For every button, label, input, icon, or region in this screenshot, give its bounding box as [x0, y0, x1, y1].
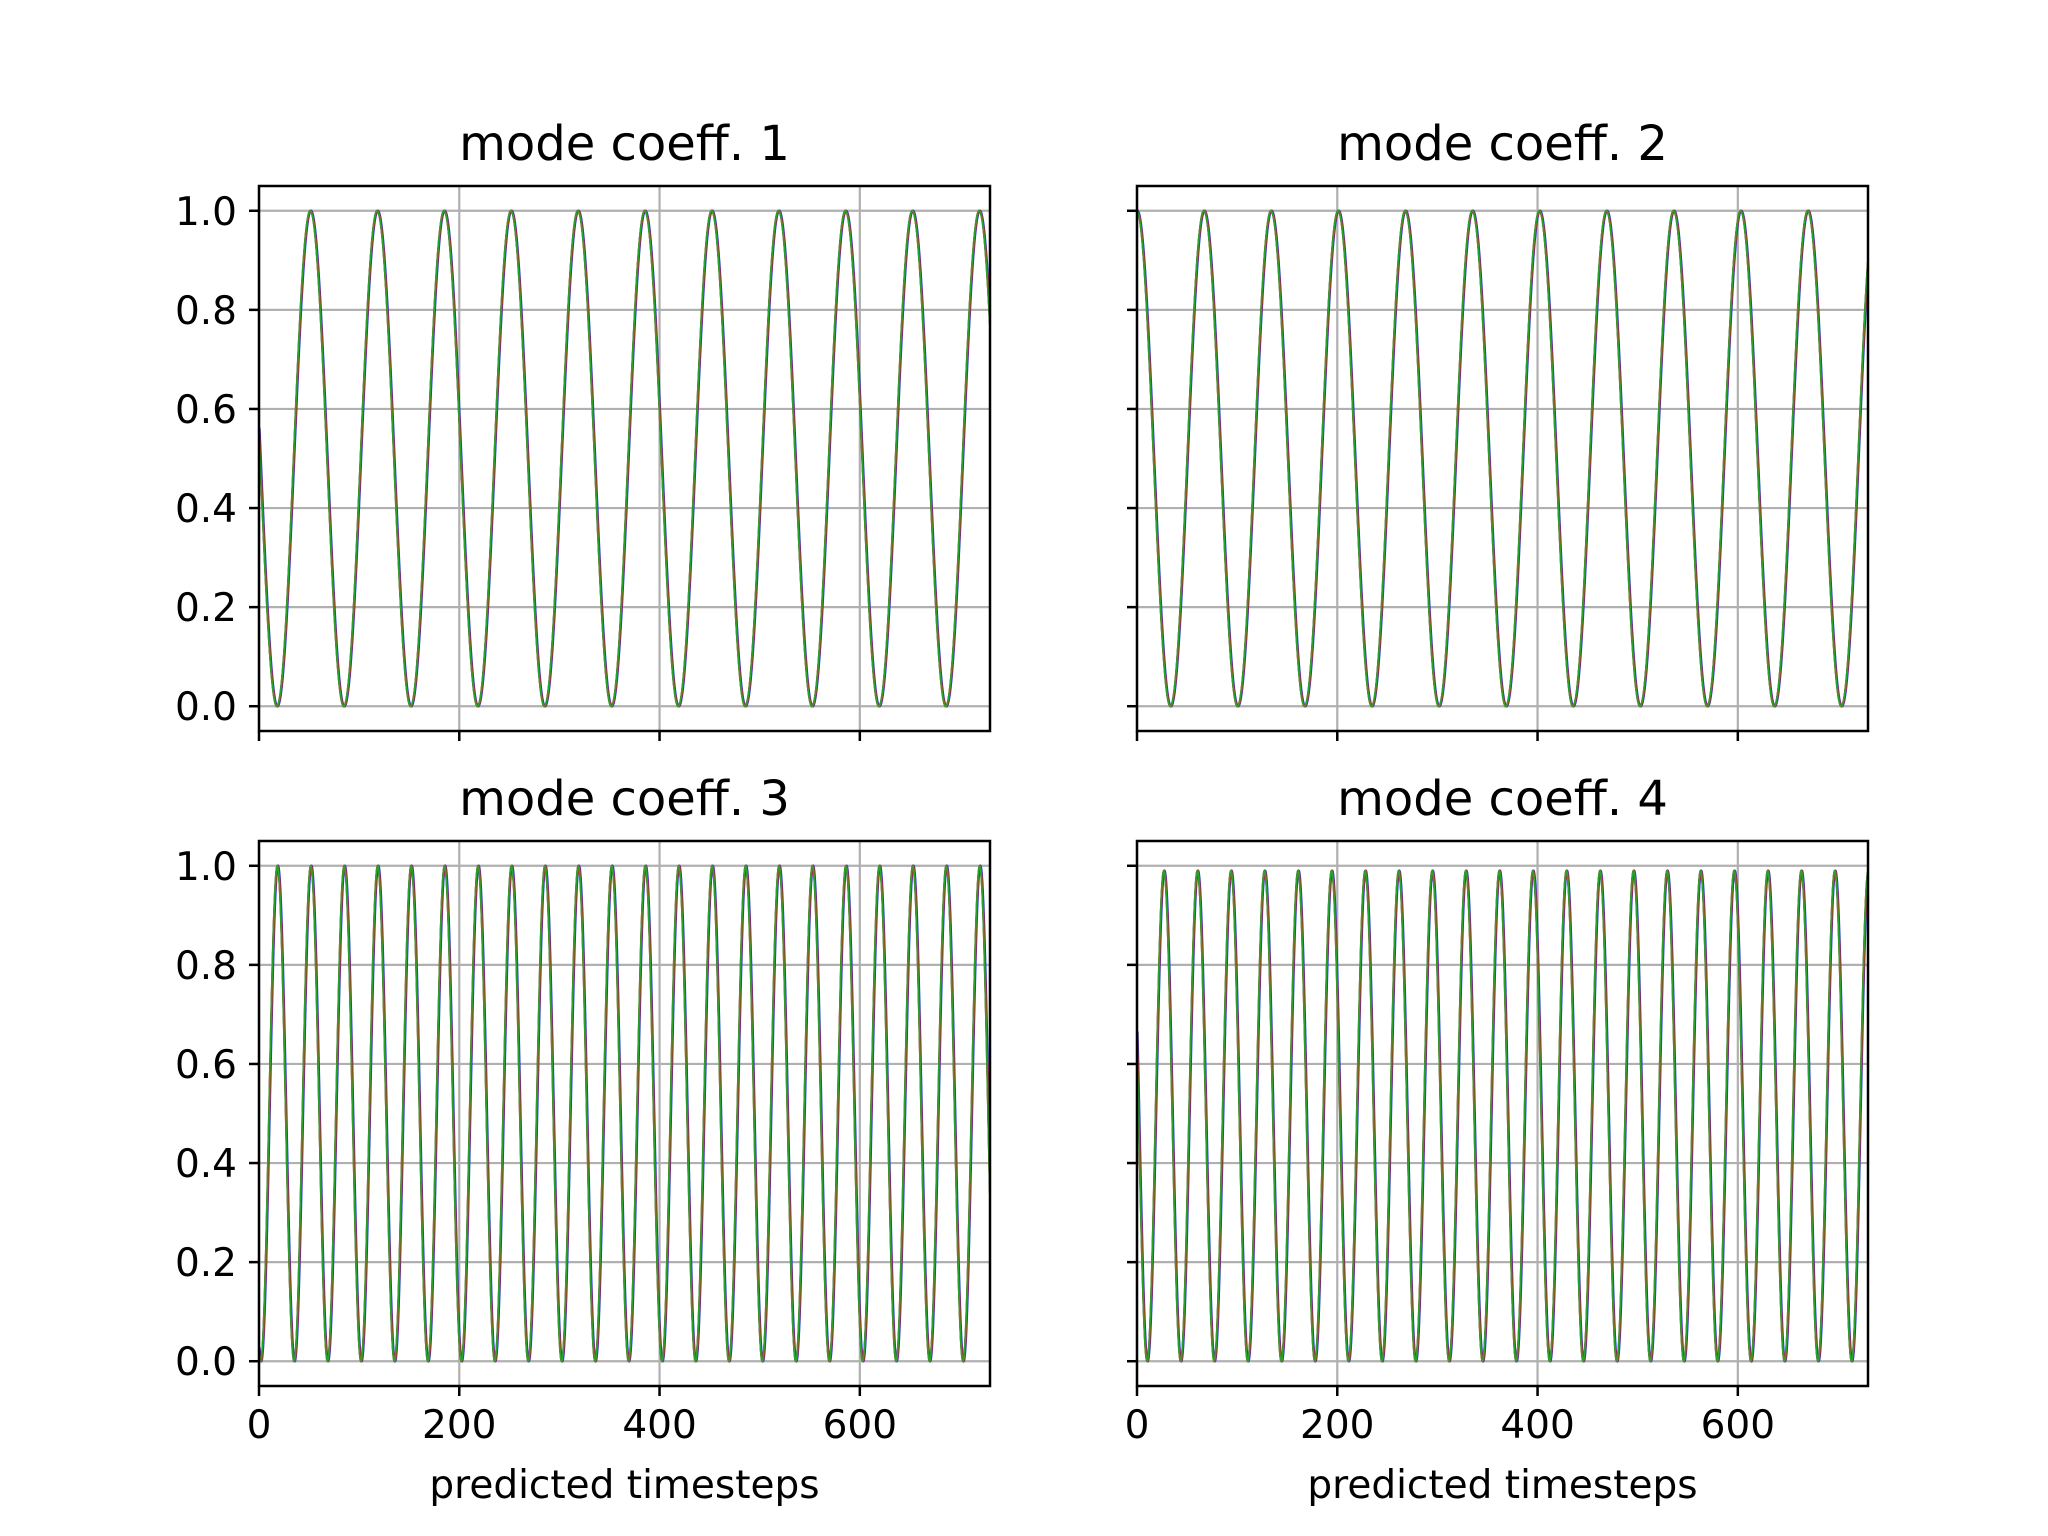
- axes-frame: [1135, 839, 1870, 1388]
- x-tick-label: 0: [247, 1403, 272, 1448]
- series-lines: [259, 209, 990, 708]
- y-tick-label: 0.8: [175, 289, 237, 334]
- axes-frame: [257, 839, 992, 1388]
- y-tick-label: 0.4: [175, 1142, 237, 1187]
- series-line-3: [259, 864, 990, 1363]
- grid-lines: [257, 186, 990, 731]
- subplot-2: mode coeff. 2: [1127, 116, 1870, 741]
- x-tick-label: 400: [622, 1403, 696, 1448]
- ticks: 0 200 400 600: [1125, 864, 1775, 1448]
- ticks: 0 200 400 600 0.0 0.2 0.4 0.6 0.8 1.0: [175, 845, 897, 1448]
- grid-lines: [1135, 186, 1868, 731]
- series-lines: [1137, 869, 1868, 1363]
- x-tick-label: 600: [823, 1403, 897, 1448]
- x-tick-label: 0: [1125, 1403, 1150, 1448]
- series-line-3: [1137, 209, 1868, 708]
- x-axis-label: predicted timesteps: [1307, 1463, 1697, 1508]
- y-tick-label: 0.0: [175, 685, 237, 730]
- y-tick-label: 0.6: [175, 1043, 237, 1088]
- grid-lines: [257, 841, 990, 1386]
- x-tick-label: 400: [1500, 1403, 1574, 1448]
- ticks: 0.0 0.2 0.4 0.6 0.8 1.0: [175, 190, 862, 741]
- y-tick-label: 0.4: [175, 487, 237, 532]
- subplot-1: 0.0 0.2 0.4 0.6 0.8 1.0 mode coeff. 1: [175, 116, 992, 741]
- subplot-title: mode coeff. 2: [1337, 116, 1668, 172]
- subplot-title: mode coeff. 3: [459, 771, 790, 827]
- x-tick-label: 200: [1300, 1403, 1374, 1448]
- y-tick-label: 1.0: [175, 190, 237, 235]
- series-line-3: [259, 209, 990, 708]
- subplot-title: mode coeff. 1: [459, 116, 790, 172]
- y-tick-label: 0.6: [175, 388, 237, 433]
- y-tick-label: 1.0: [175, 845, 237, 890]
- subplot-title: mode coeff. 4: [1337, 771, 1668, 827]
- y-tick-label: 0.2: [175, 1241, 237, 1286]
- subplot-3: 0 200 400 600 0.0 0.2 0.4 0.6 0.8 1.0 mode coeff.…: [175, 771, 992, 1508]
- subplot-4: 0 200 400 600 mode coeff. 4 predicted times…: [1125, 771, 1870, 1508]
- y-tick-label: 0.0: [175, 1340, 237, 1385]
- axes-frame: [257, 184, 992, 733]
- series-line-3: [1137, 869, 1868, 1363]
- ticks: [1127, 209, 1740, 741]
- y-tick-label: 0.2: [175, 586, 237, 631]
- series-lines: [1137, 209, 1868, 708]
- x-tick-label: 600: [1701, 1403, 1775, 1448]
- series-lines: [259, 864, 990, 1363]
- axes-frame: [1135, 184, 1870, 733]
- x-tick-label: 200: [422, 1403, 496, 1448]
- x-axis-label: predicted timesteps: [429, 1463, 819, 1508]
- y-tick-label: 0.8: [175, 944, 237, 989]
